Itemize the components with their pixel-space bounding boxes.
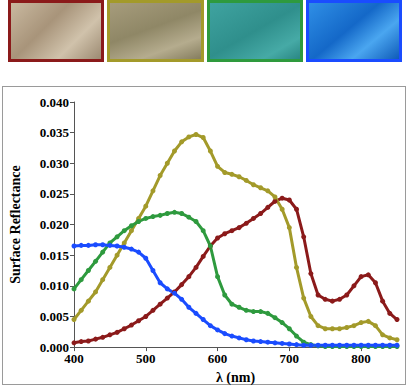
svg-text:λ (nm): λ (nm) [216, 370, 255, 386]
svg-text:0.010: 0.010 [40, 278, 69, 293]
svg-text:0.030: 0.030 [40, 156, 69, 171]
svg-text:0.025: 0.025 [40, 186, 70, 201]
svg-text:0.005: 0.005 [40, 309, 70, 324]
svg-text:0.000: 0.000 [39, 339, 69, 355]
svg-text:500: 500 [136, 351, 156, 366]
svg-text:600: 600 [208, 351, 228, 366]
svg-text:0.020: 0.020 [40, 217, 69, 232]
svg-text:Surface Reflectance: Surface Reflectance [8, 165, 23, 284]
svg-text:800: 800 [351, 351, 371, 366]
svg-text:700: 700 [280, 351, 300, 366]
svg-text:0.015: 0.015 [40, 248, 70, 263]
svg-text:0.040: 0.040 [40, 95, 69, 110]
svg-text:400: 400 [64, 351, 84, 366]
svg-text:0.035: 0.035 [40, 125, 70, 140]
